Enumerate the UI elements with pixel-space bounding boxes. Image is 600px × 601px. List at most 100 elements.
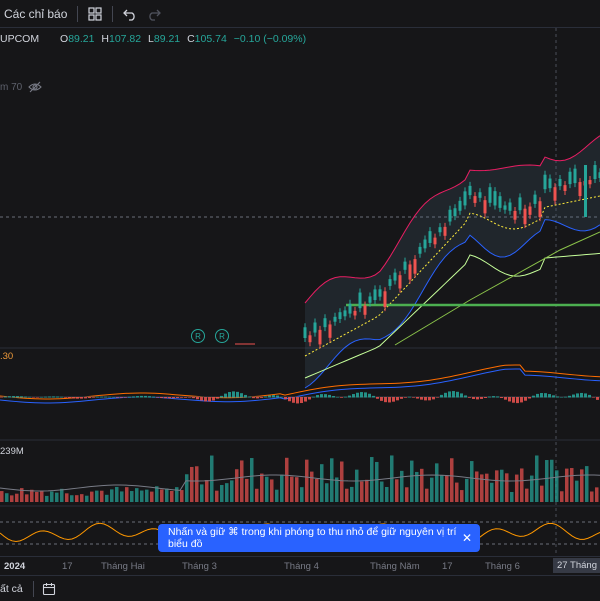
- macd-histogram-bar: [340, 397, 343, 398]
- candle-body: [494, 191, 497, 205]
- macd-histogram-bar: [96, 397, 99, 398]
- macd-histogram-bar: [24, 397, 27, 398]
- high-value: 107.82: [109, 33, 141, 45]
- volume-bar: [245, 479, 249, 502]
- layout-grid-icon[interactable]: [88, 7, 102, 21]
- macd-histogram-bar: [228, 392, 231, 397]
- volume-bar: [385, 487, 389, 502]
- macd-histogram-bar: [188, 397, 191, 398]
- time-axis[interactable]: 2024 17 Tháng Hai Tháng 3 Tháng 4 Tháng …: [0, 556, 600, 575]
- calendar-icon[interactable]: [42, 582, 56, 596]
- volume-bar: [495, 470, 499, 502]
- macd-histogram-bar: [48, 396, 51, 397]
- candle-body: [549, 179, 552, 189]
- candle-body: [584, 165, 587, 217]
- macd-histogram-bar: [336, 397, 339, 398]
- macd-histogram-bar: [132, 396, 135, 397]
- macd-histogram-bar: [364, 392, 367, 397]
- candle-body: [349, 304, 352, 314]
- volume-bar: [100, 491, 104, 502]
- macd-histogram-bar: [344, 397, 347, 398]
- macd-histogram-bar: [156, 397, 159, 398]
- macd-histogram-bar: [320, 394, 323, 397]
- macd-histogram-bar: [84, 397, 87, 398]
- macd-histogram-bar: [444, 393, 447, 398]
- macd-histogram-bar: [464, 395, 467, 397]
- volume-bar: [125, 487, 129, 502]
- indicator-legend: m 70: [0, 81, 42, 93]
- candle-body: [339, 312, 342, 319]
- macd-histogram-bar: [396, 397, 399, 400]
- candle-body: [589, 180, 592, 184]
- volume-bar: [165, 488, 169, 502]
- event-marker-r-icon[interactable]: R: [215, 329, 229, 343]
- macd-histogram-bar: [12, 396, 15, 397]
- top-toolbar: Các chỉ báo: [0, 0, 600, 28]
- redo-icon[interactable]: [147, 7, 161, 21]
- macd-histogram-bar: [428, 397, 431, 400]
- macd-histogram-bar: [184, 397, 187, 398]
- macd-histogram-bar: [392, 397, 395, 402]
- macd-histogram-bar: [448, 391, 451, 397]
- candle-body: [414, 259, 417, 274]
- eye-hidden-icon[interactable]: [28, 81, 42, 93]
- macd-histogram-bar: [568, 396, 571, 398]
- macd-histogram-bar: [72, 397, 75, 398]
- toast-message: Nhấn và giữ ⌘ trong khi phóng to thu nhỏ…: [168, 526, 462, 550]
- undo-icon[interactable]: [123, 7, 137, 21]
- volume-bar: [380, 481, 384, 502]
- volume-bar: [445, 475, 449, 502]
- macd-histogram-bar: [32, 397, 35, 398]
- volume-bar: [305, 460, 309, 502]
- volume-bar: [415, 472, 419, 502]
- volume-bar: [190, 467, 194, 502]
- macd-histogram-bar: [328, 395, 331, 398]
- symbol-exchange[interactable]: UPCOM: [0, 33, 39, 45]
- macd-histogram-bar: [268, 396, 271, 398]
- volume-bar: [90, 492, 94, 502]
- time-tick: Tháng 3: [182, 561, 217, 572]
- macd-histogram-bar: [60, 397, 63, 398]
- volume-bar: [225, 483, 229, 502]
- macd-histogram-bar: [280, 397, 283, 398]
- macd-histogram-bar: [196, 397, 199, 399]
- volume-bar: [575, 481, 579, 502]
- macd-histogram-bar: [100, 397, 103, 398]
- macd-histogram-bar: [332, 396, 335, 397]
- macd-histogram-bar: [80, 397, 83, 399]
- macd-histogram-bar: [232, 391, 235, 397]
- macd-histogram-bar: [204, 397, 207, 401]
- indicators-button[interactable]: Các chỉ báo: [4, 7, 67, 21]
- macd-histogram-bar: [560, 397, 563, 398]
- volume-bar: [180, 490, 184, 502]
- range-all-button[interactable]: ất cả: [0, 583, 23, 595]
- volume-bar: [230, 480, 234, 502]
- candle-body: [554, 187, 557, 201]
- volume-bar: [405, 487, 409, 502]
- macd-histogram-bar: [88, 397, 91, 398]
- volume-bar: [215, 491, 219, 502]
- candle-body: [519, 197, 522, 210]
- volume-bar: [580, 469, 584, 502]
- volume-bar: [135, 488, 139, 502]
- macd-histogram-bar: [488, 397, 491, 398]
- candle-body: [579, 182, 582, 196]
- volume-bar: [80, 494, 84, 502]
- macd-histogram-bar: [352, 394, 355, 397]
- candle-body: [534, 195, 537, 204]
- close-icon[interactable]: ✕: [462, 531, 472, 545]
- volume-bar: [535, 455, 539, 502]
- volume-bar: [550, 460, 554, 502]
- volume-bar: [595, 487, 599, 502]
- candle-body: [514, 211, 517, 220]
- event-marker-r-icon[interactable]: R: [191, 329, 205, 343]
- candle-body: [459, 201, 462, 211]
- candle-body: [594, 165, 597, 179]
- low-value: 89.21: [154, 33, 180, 45]
- volume-bar: [375, 462, 379, 502]
- macd-histogram-bar: [108, 397, 111, 398]
- volume-bar: [290, 477, 294, 502]
- macd-histogram-bar: [312, 397, 315, 398]
- macd-histogram-bar: [348, 396, 351, 398]
